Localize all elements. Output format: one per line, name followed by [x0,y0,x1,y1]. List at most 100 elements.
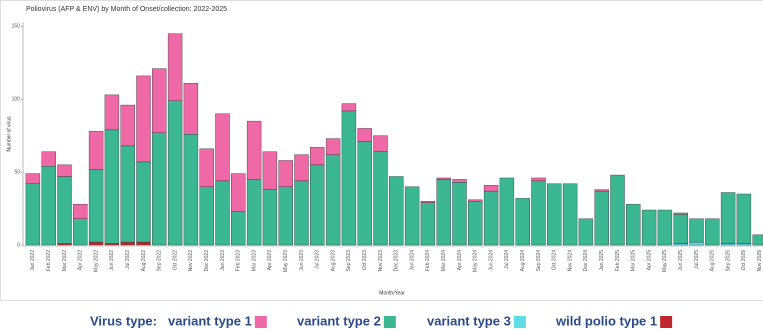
bar-segment [720,243,736,246]
bar-segment [183,83,199,135]
bar-segment [325,154,341,246]
bar-segment [215,180,230,246]
x-tick-label: Apr 2025 [646,250,652,271]
bar-segment [341,110,357,246]
bar-segment [483,190,499,246]
x-tick-label: Apr 2023 [267,250,273,271]
bar-segment [183,134,199,246]
bar-segment [278,186,293,246]
x-tick-label: Aug 2023 [330,250,336,272]
bar-segment [420,202,436,246]
bar-segment [231,211,246,246]
x-tick-label: Apr 2022 [78,250,84,271]
bar-segment [357,141,372,246]
x-tick-label: Feb 2022 [46,250,52,271]
bar-segment [120,104,135,147]
y-axis-title: Number of virus [6,116,12,152]
x-tick-label: Mar 2022 [62,250,68,271]
chart-title: Poliovirus (AFP & ENV) by Month of Onset… [26,6,227,13]
bar-segment [705,218,720,246]
bar-segment [246,179,262,246]
y-tick-label: 0 [17,242,20,248]
bar-segment [357,128,372,142]
x-tick-label: Oct 2023 [362,250,368,271]
bar-segment [73,218,88,246]
bar-segment [468,199,483,202]
x-tick-label: Feb 2024 [425,250,431,271]
x-tick-label: Jun 2023 [299,250,305,271]
x-tick-label: Jan 2024 [409,250,415,271]
x-tick-label: Oct 2024 [552,250,558,271]
bar-segment [420,201,436,203]
bar-segment [752,234,763,246]
bar-segment [73,203,88,219]
y-tick-label: 150 [12,24,21,30]
x-tick-label: Oct 2022 [172,250,178,271]
legend-label: wild polio type 1 [555,313,657,328]
bar-segment [689,241,704,246]
x-tick-label: May 2022 [93,250,99,272]
bar-segment [199,186,214,246]
bar-segment [673,212,688,215]
x-tick-label: Jan 2025 [599,250,605,271]
x-tick-label: May 2025 [662,250,668,272]
x-tick-label: Aug 2022 [141,250,147,272]
bar-segment [515,198,530,246]
x-tick-label: Oct 2025 [741,250,747,271]
x-tick-label: Mar 2023 [251,250,257,271]
bar-segment [720,192,736,244]
bar-segment [594,189,609,192]
bar-segment [373,135,388,152]
legend-swatch [383,316,396,328]
x-tick-label: Aug 2024 [520,250,526,272]
bar-segment [389,176,404,246]
bar-segment [483,185,499,192]
bar-segment [152,132,167,246]
bar-segment [104,94,120,131]
bar-segment [57,164,72,177]
bar-segment [231,173,246,212]
bar-segment [736,193,752,244]
bar-segment [531,180,546,246]
x-tick-label: Dec 2024 [583,250,589,272]
x-tick-label: Jun 2024 [488,250,494,271]
bar-segment [452,179,467,183]
bar-segment [452,182,467,246]
bar-segment [136,161,151,243]
bar-segment [436,179,451,246]
legend-label: variant type 3 [427,313,511,328]
bar-segment [310,147,325,166]
bar-segment [104,129,120,244]
bar-segment [57,176,72,244]
legend-swatch [254,316,267,328]
x-tick-label: Jan 2022 [30,250,36,271]
x-tick-label: Jul 2025 [694,250,700,269]
bar-segment [657,209,673,246]
bar-segment [673,214,688,244]
bar-segment [673,243,688,246]
bar-segment [246,120,262,180]
x-tick-label: Apr 2024 [457,250,463,271]
x-tick-label: Feb 2023 [236,250,242,271]
x-tick-label: Sep 2022 [157,250,163,272]
bar-segment [594,190,609,246]
bar-segment [262,151,278,190]
x-tick-label: May 2023 [283,250,289,272]
x-tick-label: Mar 2024 [441,250,447,271]
bar-segment [341,103,357,112]
legend-swatch [660,316,673,328]
legend-swatch [513,316,526,328]
x-tick-label: Jun 2025 [678,250,684,271]
bar-segment [136,241,151,246]
x-tick-label: Sep 2025 [725,250,731,272]
bar-segment [578,218,594,246]
x-tick-label: Jan 2023 [220,250,226,271]
bar-segment [310,164,325,246]
bar-segment [120,145,135,243]
x-tick-label: Sep 2023 [346,250,352,272]
x-tick-label: Nov 2023 [378,250,384,272]
bar-segment [404,186,420,246]
bar-segment [641,209,657,246]
x-tick-label: Jul 2022 [125,250,131,269]
x-tick-label: Mar 2025 [631,250,637,271]
